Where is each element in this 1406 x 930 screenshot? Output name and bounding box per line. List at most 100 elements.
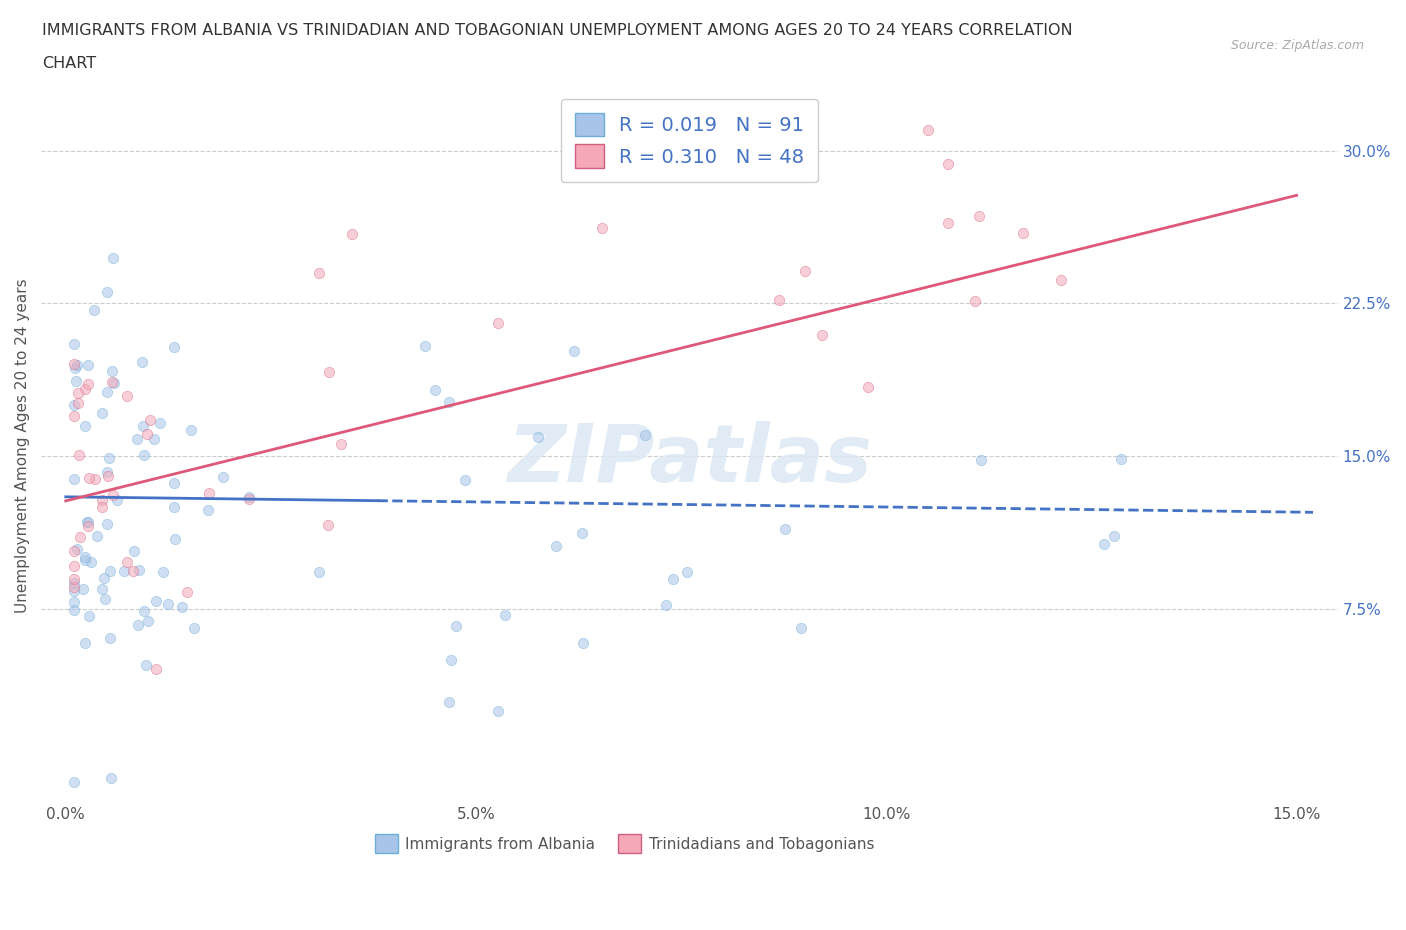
Point — [96, 285, 118, 299]
Point — [198, 485, 221, 500]
Point — [63, 543, 86, 558]
Point — [1109, 451, 1132, 466]
Point — [69, 529, 91, 544]
Point — [63, 584, 86, 599]
Point — [128, 562, 150, 577]
Point — [165, 532, 187, 547]
Point — [917, 123, 939, 138]
Point — [90, 405, 112, 420]
Point — [810, 327, 832, 342]
Point — [562, 343, 585, 358]
Point — [103, 488, 125, 503]
Point — [107, 492, 129, 507]
Point — [308, 266, 330, 281]
Point — [103, 376, 125, 391]
Point — [591, 221, 613, 236]
Point — [94, 592, 117, 607]
Point — [63, 603, 86, 618]
Point — [132, 604, 155, 618]
Point — [183, 620, 205, 635]
Point — [423, 383, 446, 398]
Point — [127, 618, 149, 632]
Point — [152, 565, 174, 579]
Point — [180, 422, 202, 437]
Point — [76, 514, 98, 529]
Point — [63, 472, 86, 486]
Point — [238, 492, 260, 507]
Point — [176, 584, 198, 599]
Point — [661, 572, 683, 587]
Point — [316, 518, 339, 533]
Point — [494, 607, 516, 622]
Text: ZIPatlas: ZIPatlas — [508, 421, 872, 499]
Point — [73, 552, 96, 567]
Point — [145, 662, 167, 677]
Point — [67, 395, 90, 410]
Point — [440, 653, 463, 668]
Point — [1092, 537, 1115, 551]
Point — [145, 593, 167, 608]
Point — [172, 600, 194, 615]
Point — [76, 515, 98, 530]
Point — [794, 263, 817, 278]
Point — [318, 365, 340, 379]
Point — [100, 771, 122, 786]
Point — [571, 526, 593, 541]
Point — [330, 437, 353, 452]
Point — [676, 565, 699, 579]
Point — [75, 635, 97, 650]
Point — [963, 293, 986, 308]
Point — [454, 473, 477, 488]
Text: CHART: CHART — [42, 56, 96, 71]
Point — [77, 357, 100, 372]
Point — [486, 315, 509, 330]
Point — [63, 579, 86, 594]
Point — [93, 571, 115, 586]
Point — [77, 377, 100, 392]
Point — [86, 528, 108, 543]
Point — [768, 292, 790, 307]
Point — [91, 493, 114, 508]
Point — [163, 339, 186, 354]
Point — [63, 337, 86, 352]
Point — [938, 216, 960, 231]
Point — [938, 157, 960, 172]
Point — [73, 418, 96, 433]
Point — [75, 550, 97, 565]
Text: IMMIGRANTS FROM ALBANIA VS TRINIDADIAN AND TOBAGONIAN UNEMPLOYMENT AMONG AGES 20: IMMIGRANTS FROM ALBANIA VS TRINIDADIAN A… — [42, 23, 1073, 38]
Point — [96, 465, 118, 480]
Point — [101, 374, 124, 389]
Point — [112, 564, 135, 578]
Point — [135, 427, 157, 442]
Point — [143, 432, 166, 446]
Point — [655, 597, 678, 612]
Point — [967, 208, 990, 223]
Point — [125, 432, 148, 446]
Point — [571, 635, 593, 650]
Point — [488, 704, 510, 719]
Point — [63, 576, 86, 591]
Point — [83, 303, 105, 318]
Point — [156, 597, 179, 612]
Point — [544, 538, 567, 553]
Point — [138, 413, 160, 428]
Point — [970, 452, 993, 467]
Point — [413, 339, 436, 353]
Point — [122, 564, 145, 578]
Point — [1011, 225, 1033, 240]
Point — [1050, 272, 1073, 287]
Point — [212, 470, 235, 485]
Point — [101, 250, 124, 265]
Point — [96, 517, 118, 532]
Point — [63, 571, 86, 586]
Point — [91, 500, 114, 515]
Point — [96, 385, 118, 400]
Point — [163, 475, 186, 490]
Point — [115, 555, 138, 570]
Point — [76, 518, 98, 533]
Point — [131, 354, 153, 369]
Point — [63, 397, 86, 412]
Point — [77, 609, 100, 624]
Point — [79, 555, 101, 570]
Point — [65, 373, 87, 388]
